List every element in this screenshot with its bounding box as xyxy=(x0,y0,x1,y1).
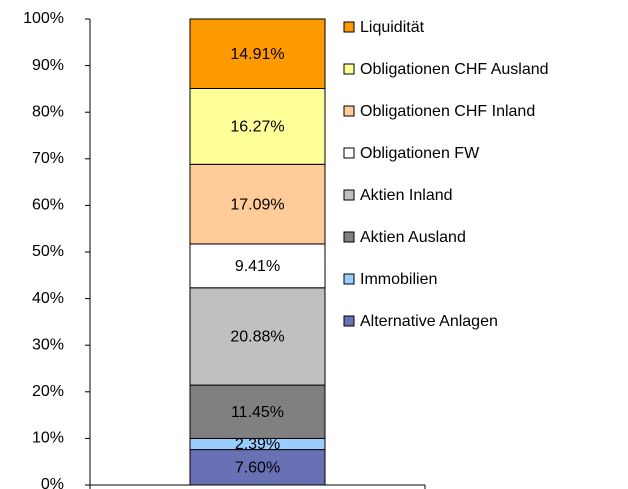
legend-swatch xyxy=(343,189,355,201)
legend-swatch xyxy=(343,105,355,117)
y-tick-label: 30% xyxy=(32,336,64,353)
legend-label: Obligationen CHF Inland xyxy=(360,103,535,120)
y-tick-label: 60% xyxy=(32,197,64,214)
bar-segment xyxy=(189,163,326,245)
y-tick-label: 0% xyxy=(41,476,64,489)
bar-segment xyxy=(189,449,326,486)
data-label: 17.09% xyxy=(230,196,284,213)
y-tick-label: 90% xyxy=(32,57,64,74)
y-tick-label: 40% xyxy=(32,290,64,307)
legend-label: Alternative Anlagen xyxy=(360,313,498,330)
bar-segment xyxy=(189,243,326,289)
data-label: 11.45% xyxy=(231,404,284,421)
data-label: 20.88% xyxy=(230,329,284,346)
data-label: 14.91% xyxy=(230,46,284,63)
bar-segment xyxy=(189,87,326,165)
y-tick-label: 100% xyxy=(23,10,64,27)
legend-swatch xyxy=(343,21,355,33)
bar-segment xyxy=(189,384,326,439)
legend-label: Liquidität xyxy=(360,19,425,36)
legend-swatch xyxy=(343,315,355,327)
data-label: 9.41% xyxy=(235,258,280,275)
data-label: 16.27% xyxy=(230,119,284,136)
y-tick-label: 70% xyxy=(32,150,64,167)
legend-label: Aktien Ausland xyxy=(360,229,466,246)
y-tick-label: 20% xyxy=(32,383,64,400)
data-label: 7.60% xyxy=(235,460,280,477)
legend-label: Aktien Inland xyxy=(360,187,453,204)
y-tick-label: 10% xyxy=(32,430,64,447)
legend-swatch xyxy=(343,231,355,243)
y-tick-label: 50% xyxy=(32,243,64,260)
legend-swatch xyxy=(343,147,355,159)
legend-label: Obligationen CHF Ausland xyxy=(360,61,549,78)
bar-segment xyxy=(189,287,326,386)
legend-label: Obligationen FW xyxy=(360,145,480,162)
legend-swatch xyxy=(343,273,355,285)
legend-swatch xyxy=(343,63,355,75)
y-tick-label: 80% xyxy=(32,103,64,120)
bar-segment xyxy=(189,18,326,89)
legend-label: Immobilien xyxy=(360,271,437,288)
data-label: 2.39% xyxy=(235,436,280,453)
